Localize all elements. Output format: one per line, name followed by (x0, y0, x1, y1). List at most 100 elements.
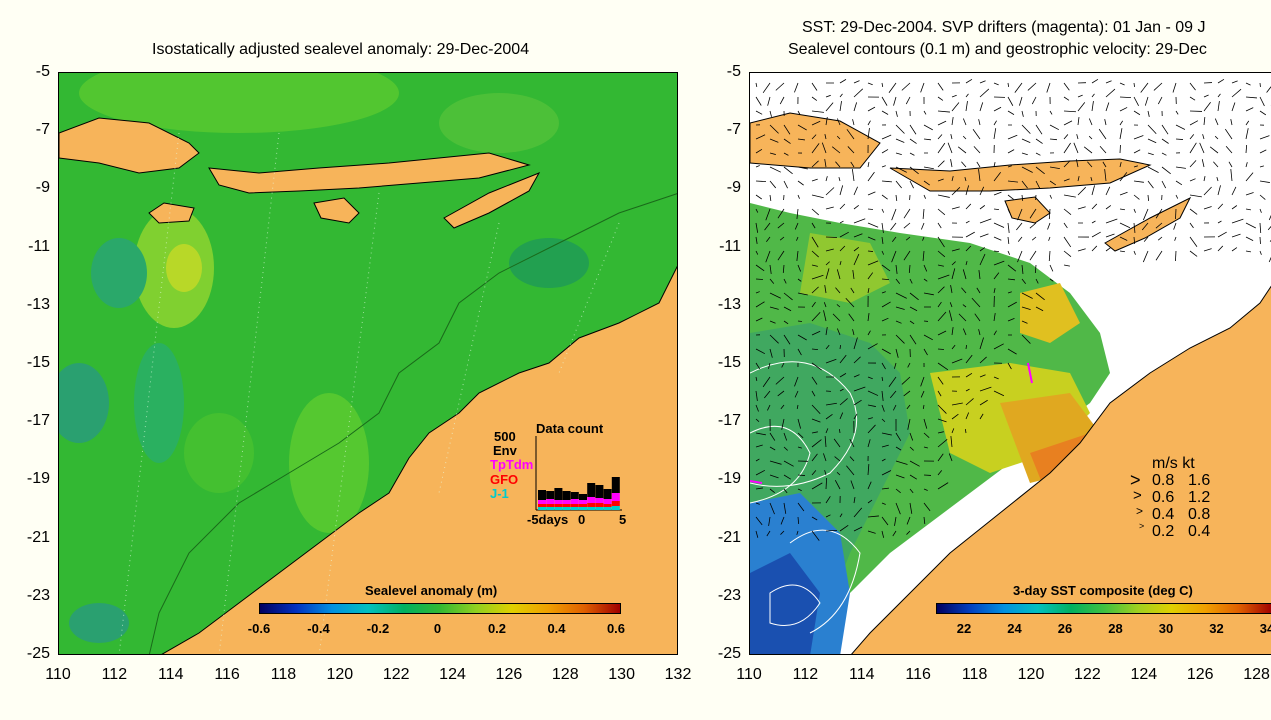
velocity-arrow (1035, 180, 1041, 189)
histogram-bar (546, 491, 555, 499)
velocity-arrow (1119, 107, 1128, 112)
velocity-arrow (1201, 159, 1205, 168)
velocity-arrow (797, 348, 802, 356)
velocity-arrow (1245, 144, 1248, 154)
velocity-arrow (811, 470, 817, 476)
velocity-arrow (839, 220, 844, 224)
velocity-arrow (937, 160, 945, 168)
velocity-arrow (903, 222, 911, 229)
velocity-arrow (909, 460, 920, 467)
sealevel-colorbar (259, 603, 621, 614)
velocity-arrow (783, 124, 791, 135)
sealevel-anomaly-map[interactable] (58, 72, 678, 655)
velocity-arrow (993, 128, 997, 140)
histogram-bar (538, 507, 546, 510)
velocity-arrow (1189, 96, 1196, 101)
velocity-arrow (1105, 218, 1118, 224)
velocity-arrow (923, 278, 928, 282)
velocity-arrow (937, 311, 947, 322)
velocity-arrow (839, 101, 842, 112)
velocity-arrow (965, 101, 968, 112)
velocity-arrow (1119, 208, 1126, 211)
velocity-arrow (769, 460, 782, 465)
histogram-bar (595, 485, 604, 498)
velocity-arrow (796, 236, 799, 241)
velocity-arrow (853, 413, 858, 420)
velocity-arrow (1231, 88, 1242, 98)
velocity-arrow (1143, 208, 1149, 221)
velocity-arrow (1142, 250, 1149, 263)
velocity-arrow (1031, 236, 1037, 241)
velocity-arrow (1119, 222, 1131, 229)
velocity-arrow (962, 304, 967, 308)
velocity-arrow (769, 502, 775, 515)
x-tick-label: 120 (1017, 666, 1045, 683)
histogram-bar (587, 503, 596, 507)
velocity-arrow (965, 245, 972, 252)
velocity-arrow (937, 404, 947, 414)
velocity-arrow (923, 194, 926, 199)
velocity-arrow (811, 516, 818, 521)
data-count-histogram (535, 436, 622, 511)
velocity-arrow (1063, 264, 1070, 267)
velocity-arrow (937, 330, 947, 336)
velocity-arrow (881, 404, 885, 412)
velocity-arrow (779, 96, 785, 105)
velocity-arrow (993, 272, 1000, 280)
velocity-arrow (1087, 161, 1093, 168)
velocity-arrow (852, 270, 855, 280)
velocity-arrow (909, 292, 919, 301)
velocity-arrow (888, 376, 897, 387)
velocity-arrow (881, 432, 892, 436)
velocity-arrow (881, 278, 890, 281)
velocity-arrow (1230, 169, 1233, 182)
velocity-arrow (895, 474, 905, 479)
velocity-arrow (811, 110, 824, 113)
velocity-arrow (895, 488, 901, 494)
velocity-arrow (1189, 82, 1196, 91)
velocity-arrow (1049, 166, 1060, 169)
colorbar-tick-label: 28 (1108, 621, 1123, 636)
velocity-arrow (1133, 222, 1136, 233)
histogram-bar (562, 507, 571, 510)
velocity-arrow (1157, 236, 1163, 241)
velocity-arrow (853, 374, 860, 378)
velocity-arrow (909, 432, 914, 441)
velocity-arrow (794, 222, 799, 230)
velocity-arrow (923, 502, 931, 512)
colorbar-tick-label: -0.2 (366, 621, 390, 636)
velocity-arrow (1091, 101, 1094, 112)
colorbar-tick-label: 24 (1007, 621, 1022, 636)
velocity-arrow (825, 529, 838, 532)
velocity-arrow (979, 205, 986, 210)
velocity-arrow (937, 453, 944, 462)
velocity-arrow (769, 334, 779, 344)
velocity-arrow (1175, 194, 1179, 199)
velocity-arrow (993, 208, 1000, 211)
velocity-arrow (1021, 334, 1031, 344)
velocity-arrow (769, 278, 775, 284)
velocity-arrow (867, 530, 876, 534)
velocity-arrow (1077, 102, 1086, 112)
velocity-arrow (965, 231, 975, 238)
velocity-arrow (1175, 250, 1177, 262)
velocity-arrow (993, 191, 1002, 196)
sst-velocity-map[interactable] (749, 72, 1271, 655)
velocity-arrow (1063, 208, 1072, 215)
velocity-arrow (1161, 180, 1167, 189)
velocity-arrow (797, 278, 802, 282)
velocity-arrow (780, 530, 785, 535)
velocity-arrow (993, 162, 996, 168)
velocity-arrow (766, 530, 771, 537)
velocity-arrow (973, 146, 981, 154)
velocity-arrow (839, 245, 846, 252)
velocity-arrow (923, 348, 928, 356)
velocity-arrow (1077, 248, 1086, 252)
anomaly-blob (439, 93, 559, 153)
data-count-title: Data count (536, 421, 604, 436)
velocity-arrow (777, 208, 785, 219)
velocity-arrow (783, 320, 789, 325)
velocity-arrow (811, 178, 818, 182)
velocity-arrow (889, 390, 897, 399)
velocity-arrow (1035, 306, 1044, 312)
